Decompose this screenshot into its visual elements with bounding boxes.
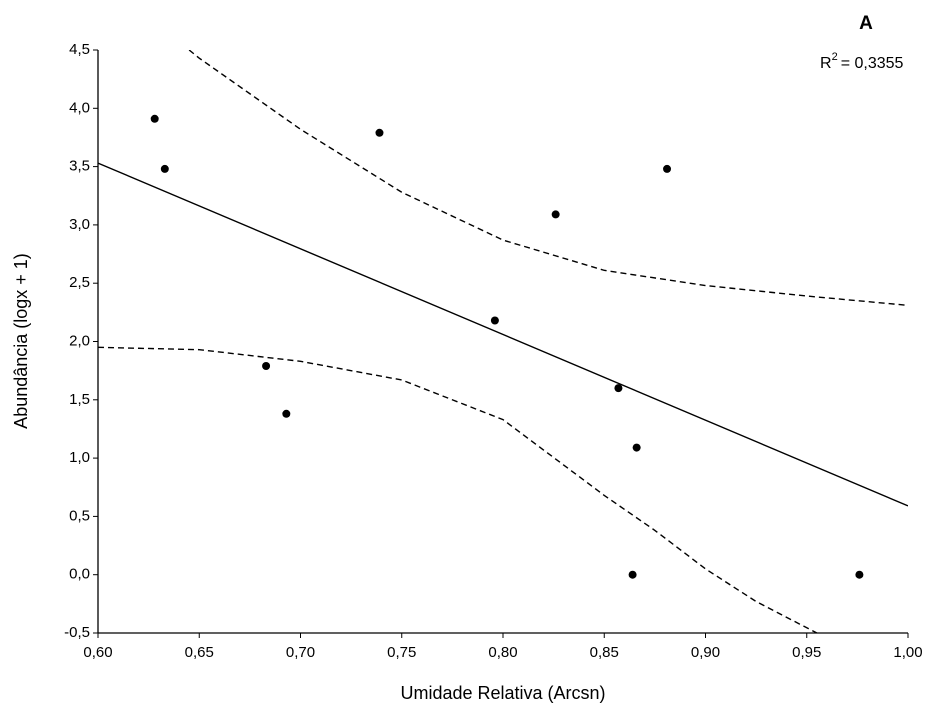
- y-tick-label: 0,5: [69, 507, 90, 524]
- y-tick-label: 4,0: [69, 99, 90, 116]
- y-tick-label: -0,5: [64, 624, 90, 641]
- y-tick-label: 3,5: [69, 158, 90, 175]
- data-point: [262, 361, 271, 370]
- y-tick-label: 2,0: [69, 332, 90, 349]
- plot-area: [98, 50, 908, 633]
- r2-value: = 0,3355: [841, 55, 904, 72]
- y-tick-label: 1,0: [69, 449, 90, 466]
- data-point: [160, 164, 169, 173]
- y-axis-title: Abundância (logx + 1): [11, 253, 31, 429]
- data-point: [628, 570, 637, 579]
- x-tick-label: 0,60: [83, 644, 112, 661]
- r2-symbol: R: [820, 55, 832, 72]
- x-tick-label: 1,00: [893, 644, 922, 661]
- x-tick-label: 0,90: [691, 644, 720, 661]
- data-point: [614, 384, 623, 393]
- x-tick-label: 0,75: [387, 644, 416, 661]
- x-tick-label: 0,70: [286, 644, 315, 661]
- lower-confidence-band: [98, 346, 818, 633]
- x-tick-label: 0,85: [590, 644, 619, 661]
- regression-line: [98, 162, 908, 507]
- data-point: [150, 114, 159, 123]
- x-tick-label: 0,80: [488, 644, 517, 661]
- y-tick-label: 1,5: [69, 391, 90, 408]
- y-tick-label: 0,0: [69, 566, 90, 583]
- data-point: [375, 128, 384, 137]
- data-point: [551, 210, 560, 219]
- r2-annotation: R2 = 0,3355: [820, 51, 904, 72]
- panel-label: A: [859, 13, 873, 34]
- x-tick-label: 0,95: [792, 644, 821, 661]
- data-point: [490, 316, 499, 325]
- y-tick-label: 3,0: [69, 216, 90, 233]
- data-point: [663, 164, 672, 173]
- data-point: [632, 443, 641, 452]
- upper-confidence-band: [188, 50, 908, 307]
- data-point: [855, 570, 864, 579]
- data-point: [282, 409, 291, 418]
- r2-exponent: 2: [832, 51, 838, 63]
- y-tick-label: 2,5: [69, 274, 90, 291]
- y-tick-label: 4,5: [69, 41, 90, 58]
- x-tick-label: 0,65: [185, 644, 214, 661]
- x-axis-title: Umidade Relativa (Arcsn): [400, 683, 605, 703]
